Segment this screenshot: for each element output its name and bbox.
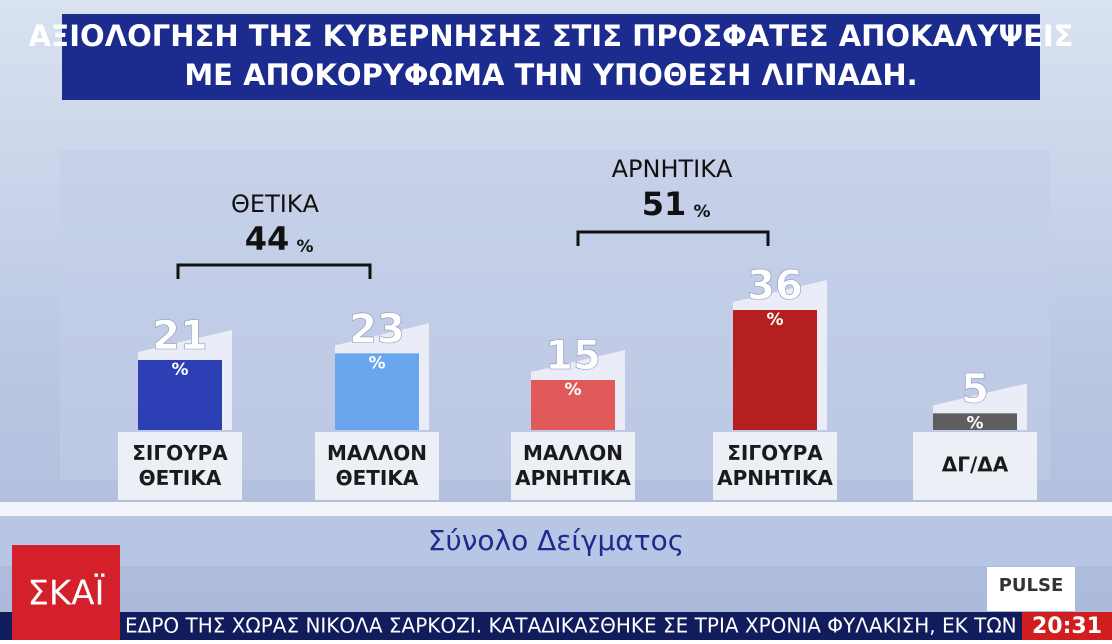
value-unit: % [368,353,385,373]
group-label: ΘΕΤΙΚΑ [231,190,320,218]
category-label: ΜΑΛΛΟΝ ΘΕΤΙΚΑ [327,441,427,490]
logo-box [12,545,120,640]
category-box [315,432,439,500]
bar [531,380,615,430]
title-box [62,14,1040,100]
time-box [1022,612,1112,640]
value-label: 21 [152,313,208,359]
value-label: 15 [545,333,601,379]
category-line: ΑΡΝΗΤΙΚΑ [515,466,631,490]
group-unit: % [296,237,313,257]
category-box [118,432,242,500]
bar [138,360,222,430]
group-value: 44 [245,220,290,258]
category-line: ΣΙΓΟΥΡΑ [132,441,228,465]
value-label: 36 [747,263,803,309]
category-box [713,432,837,500]
ticker-text: ΕΔΡΟ ΤΗΣ ΧΩΡΑΣ ΝΙΚΟΛΑ ΣΑΡΚΟΖΙ. ΚΑΤΑΔΙΚΑΣ… [125,614,1106,638]
subtitle-band [0,516,1112,566]
value-unit: % [766,310,783,330]
bar [933,413,1017,430]
value-unit: % [966,413,983,433]
category-line: ΘΕΤΙΚΑ [139,466,222,490]
group-bracket [176,263,372,279]
category-box [511,432,635,500]
category-line: ΣΙΓΟΥΡΑ [727,441,823,465]
pollster: PULSE [999,575,1064,596]
category-box [913,432,1037,500]
value-unit: % [171,360,188,380]
group-value: 51 [642,185,687,223]
building-backdrop [60,150,1050,480]
value-label: 5 [961,366,989,412]
title-line: ΑΞΙΟΛΟΓΗΣΗ ΤΗΣ ΚΥΒΕΡΝΗΣΗΣ ΣΤΙΣ ΠΡΟΣΦΑΤΕΣ… [28,19,1073,53]
ticker-bar [0,612,1112,640]
subtitle: Σύνολο Δείγματος [428,524,684,557]
stage-edge [0,502,1112,516]
category-line: ΜΑΛΛΟΝ [523,441,623,465]
logo: ΣΚΑΪ [27,574,104,614]
category-line: ΘΕΤΙΚΑ [336,466,419,490]
value-label: 23 [349,306,405,352]
group-unit: % [693,202,710,222]
title-line: ΜΕ ΑΠΟΚΟΡΥΦΩΜΑ ΤΗΝ ΥΠΟΘΕΣΗ ΛΙΓΝΑΔΗ. [184,58,917,92]
category-label: ΣΙΓΟΥΡΑ ΘΕΤΙΚΑ [132,441,228,490]
category-label: ΣΙΓΟΥΡΑ ΑΡΝΗΤΙΚΑ [717,441,833,490]
time: 20:31 [1032,614,1102,639]
group-label: ΑΡΝΗΤΙΚΑ [612,155,733,183]
group-bracket [576,230,770,246]
category-label: ΔΓ/ΔΑ [942,453,1009,477]
category-line: ΑΡΝΗΤΙΚΑ [717,466,833,490]
bar [733,310,817,430]
category-line: ΜΑΛΛΟΝ [327,441,427,465]
value-unit: % [564,380,581,400]
category-label: ΜΑΛΛΟΝ ΑΡΝΗΤΙΚΑ [515,441,631,490]
bar [335,353,419,430]
pollster-box [987,567,1075,611]
